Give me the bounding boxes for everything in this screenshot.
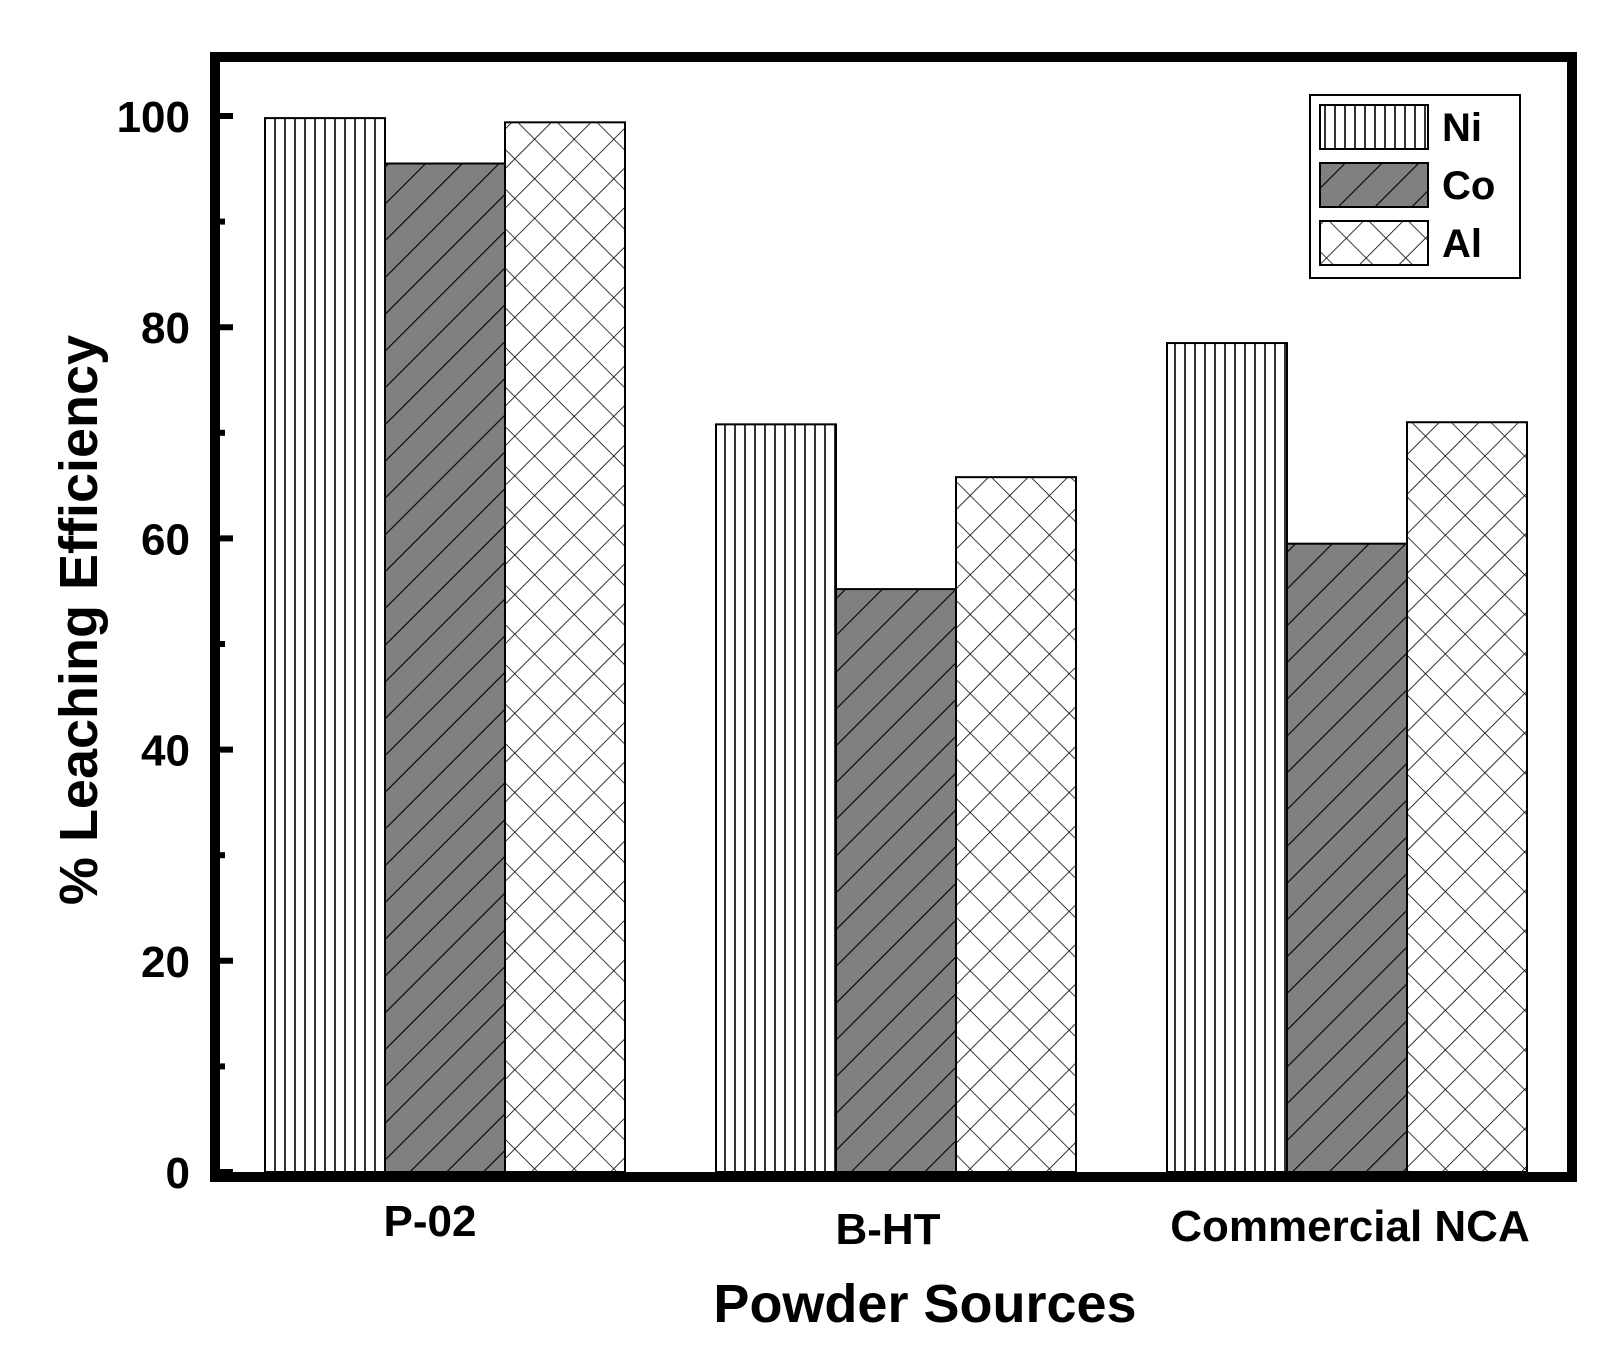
legend-label-ni: Ni bbox=[1442, 106, 1482, 150]
legend-label-co: Co bbox=[1442, 164, 1495, 208]
bars-group bbox=[264, 117, 1528, 1174]
x-axis-title: Powder Sources bbox=[713, 1274, 1136, 1334]
y-tick-label: 60 bbox=[141, 515, 190, 564]
bar-al-b-ht bbox=[955, 476, 1077, 1174]
legend-swatch-ni bbox=[1319, 104, 1429, 150]
x-axis: P-02 B-HT Commercial NCA bbox=[384, 1197, 1530, 1254]
y-tick-label: 100 bbox=[117, 93, 190, 142]
bar-al-p-02 bbox=[504, 121, 626, 1173]
y-tick-label: 0 bbox=[166, 1149, 190, 1198]
y-tick-label: 20 bbox=[141, 938, 190, 987]
x-tick-label: B-HT bbox=[835, 1205, 940, 1254]
bar-ni-p-02 bbox=[264, 117, 386, 1173]
legend-label-al: Al bbox=[1442, 222, 1482, 266]
legend-swatch-co bbox=[1319, 162, 1429, 208]
bar-al-commercial-nca bbox=[1406, 421, 1528, 1173]
bar-co-p-02 bbox=[384, 162, 506, 1173]
x-tick-label: Commercial NCA bbox=[1170, 1202, 1529, 1251]
plot-frame bbox=[210, 52, 1577, 1182]
y-tick-label: 80 bbox=[141, 304, 190, 353]
y-axis: 0 20 40 60 80 100 bbox=[117, 93, 233, 1198]
x-tick-label: P-02 bbox=[384, 1197, 477, 1246]
y-axis-title: % Leaching Efficiency bbox=[49, 335, 109, 905]
y-tick-label: 40 bbox=[141, 727, 190, 776]
legend: Ni Co Al bbox=[1309, 94, 1521, 279]
bar-co-commercial-nca bbox=[1286, 542, 1408, 1173]
bar-co-b-ht bbox=[835, 588, 957, 1173]
legend-swatch-al bbox=[1319, 220, 1429, 266]
bar-ni-b-ht bbox=[715, 423, 837, 1173]
bar-ni-commercial-nca bbox=[1166, 342, 1288, 1174]
